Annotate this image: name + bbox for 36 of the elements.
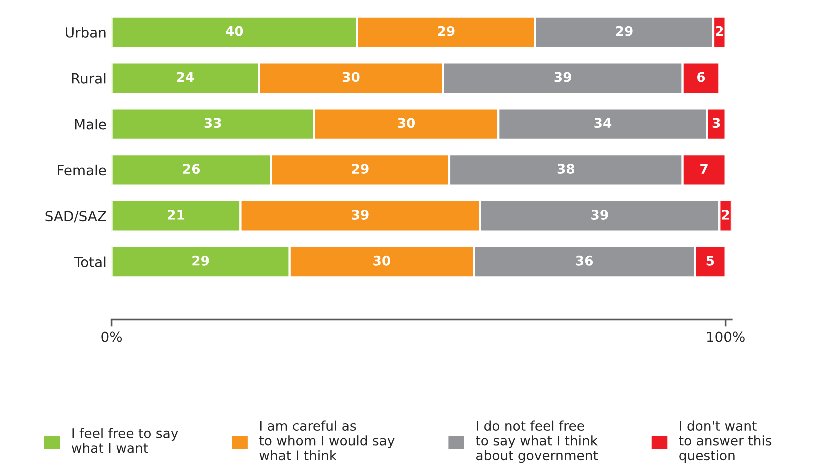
y-tick-label: Total xyxy=(74,256,106,268)
legend-label: I feel free to say what I want xyxy=(72,428,178,454)
data-label: 34 xyxy=(594,118,612,128)
data-label: 30 xyxy=(374,256,391,266)
data-label: 36 xyxy=(576,256,594,266)
data-label: 5 xyxy=(706,256,714,266)
data-label: 40 xyxy=(226,26,244,36)
data-label: 39 xyxy=(554,72,572,82)
data-label: 30 xyxy=(342,72,360,82)
data-label: 33 xyxy=(204,118,222,128)
data-label: 24 xyxy=(177,72,194,82)
y-tick-label: Rural xyxy=(72,73,106,84)
data-label: 29 xyxy=(352,164,369,174)
data-label: 2 xyxy=(722,210,730,220)
x-tick-label: 100% xyxy=(707,332,745,342)
data-label: 26 xyxy=(183,164,200,174)
data-label: 7 xyxy=(700,164,708,174)
data-label: 30 xyxy=(398,118,416,128)
data-label: 21 xyxy=(168,210,185,220)
data-label: 6 xyxy=(697,72,706,82)
data-label: 38 xyxy=(558,164,575,174)
data-label: 3 xyxy=(712,118,720,128)
x-tick-label: 0% xyxy=(102,332,122,342)
y-tick-label: Male xyxy=(75,119,106,130)
data-label: 39 xyxy=(592,210,608,220)
legend-label: I don't want to answer this question xyxy=(679,420,772,464)
data-label: 2 xyxy=(716,26,724,36)
y-tick-label: SAD/SAZ xyxy=(46,211,106,223)
legend-label: I am careful as to whom I would say what I think xyxy=(260,420,395,461)
data-label: 29 xyxy=(616,26,633,36)
data-label: 29 xyxy=(438,26,455,36)
data-label: 29 xyxy=(192,256,210,266)
data-label: 39 xyxy=(352,210,369,220)
y-tick-label: Urban xyxy=(66,27,106,38)
y-tick-label: Female xyxy=(58,164,106,176)
legend-label: I do not feel free to say what I think about government xyxy=(476,420,598,464)
